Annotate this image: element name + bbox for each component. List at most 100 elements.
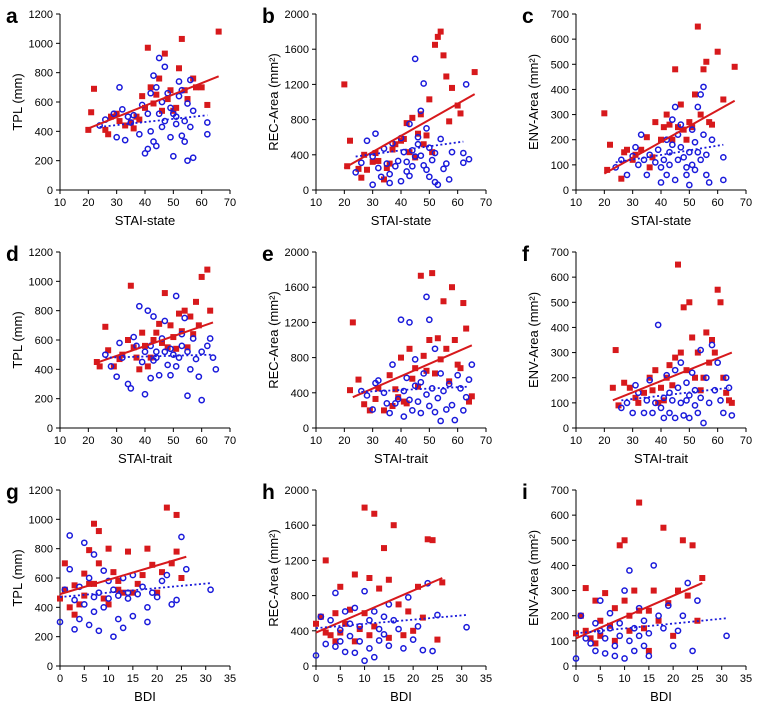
data-point-circle xyxy=(167,133,174,141)
data-point-square xyxy=(142,104,148,111)
data-point-square xyxy=(102,323,109,330)
data-point-square xyxy=(332,610,339,617)
data-point-circle xyxy=(629,409,637,417)
data-point-circle xyxy=(408,147,416,154)
data-point-circle xyxy=(643,396,651,404)
data-point-circle xyxy=(400,413,408,420)
x-tick-label: 50 xyxy=(683,197,695,209)
data-point-circle xyxy=(674,156,682,164)
y-axis-label: ENV-Area (mm²) xyxy=(526,54,541,150)
x-tick-label: 25 xyxy=(691,673,703,685)
data-point-circle xyxy=(700,419,707,427)
data-point-circle xyxy=(341,608,349,615)
data-point-circle xyxy=(135,302,143,310)
y-tick-label: 1200 xyxy=(29,9,53,21)
y-tick-label: 100 xyxy=(551,160,569,172)
data-point-square xyxy=(153,91,160,98)
data-point-circle xyxy=(184,392,191,400)
x-axis-label: BDI xyxy=(134,689,156,704)
data-point-circle xyxy=(352,169,360,176)
data-point-circle xyxy=(167,104,174,112)
data-point-circle xyxy=(660,394,668,402)
data-point-square xyxy=(349,319,356,326)
data-point-square xyxy=(587,635,594,642)
x-tick-label: 30 xyxy=(111,435,123,447)
data-point-square xyxy=(641,389,647,396)
data-point-square xyxy=(592,597,599,604)
data-point-circle xyxy=(400,645,407,652)
data-point-square xyxy=(139,329,146,336)
data-point-circle xyxy=(420,370,428,377)
data-point-square xyxy=(403,400,410,407)
x-tick-label: 60 xyxy=(712,197,724,209)
x-tick-label: 60 xyxy=(452,197,464,209)
blue-fit-line xyxy=(615,143,724,164)
data-point-circle xyxy=(596,597,604,604)
x-tick-label: 30 xyxy=(111,197,123,209)
data-point-circle xyxy=(406,396,413,404)
data-point-circle xyxy=(694,103,702,111)
data-point-circle xyxy=(175,92,183,100)
data-point-square xyxy=(161,290,168,297)
x-tick-label: 40 xyxy=(655,435,667,447)
data-point-circle xyxy=(626,567,633,574)
data-point-circle xyxy=(705,399,713,407)
data-point-circle xyxy=(127,385,135,392)
data-point-circle xyxy=(150,72,157,79)
x-tick-label: 20 xyxy=(667,673,679,685)
data-point-circle xyxy=(660,156,668,164)
data-point-circle xyxy=(728,412,736,419)
blue-fit-line xyxy=(355,140,464,158)
data-point-square xyxy=(386,372,393,379)
data-point-circle xyxy=(697,156,705,164)
data-point-circle xyxy=(425,316,433,324)
x-tick-label: 50 xyxy=(167,197,179,209)
data-point-circle xyxy=(719,176,727,184)
data-point-square xyxy=(116,118,123,125)
x-tick-label: 20 xyxy=(598,435,610,447)
data-point-circle xyxy=(702,374,710,382)
data-point-square xyxy=(412,365,419,372)
data-point-circle xyxy=(646,151,654,159)
y-axis-label: REC-Area (mm²) xyxy=(266,53,281,151)
x-tick-label: 10 xyxy=(54,435,66,447)
y-tick-label: 400 xyxy=(35,364,53,376)
data-point-square xyxy=(449,284,455,291)
data-point-circle xyxy=(357,159,365,167)
data-point-circle xyxy=(90,551,98,558)
data-point-circle xyxy=(356,638,364,645)
data-point-circle xyxy=(691,402,699,409)
data-point-square xyxy=(395,394,402,401)
data-point-circle xyxy=(124,113,132,121)
y-tick-label: 200 xyxy=(35,632,53,644)
data-point-square xyxy=(457,110,464,117)
x-tick-label: 40 xyxy=(139,435,151,447)
y-tick-label: 0 xyxy=(47,185,53,197)
data-point-square xyxy=(81,570,88,577)
data-point-square xyxy=(406,345,413,352)
data-point-square xyxy=(61,560,68,567)
data-point-square xyxy=(650,587,657,594)
data-point-circle xyxy=(403,168,411,175)
data-point-square xyxy=(609,384,616,391)
data-point-square xyxy=(389,146,396,153)
data-point-circle xyxy=(172,363,180,370)
data-point-square xyxy=(460,300,467,307)
data-point-circle xyxy=(445,380,453,388)
x-tick-label: 30 xyxy=(456,673,468,685)
data-point-square xyxy=(666,362,673,369)
data-point-circle xyxy=(380,630,388,638)
data-point-square xyxy=(717,299,724,306)
data-point-square xyxy=(669,136,676,143)
data-point-circle xyxy=(666,161,673,169)
y-tick-label: 0 xyxy=(563,423,569,435)
data-point-circle xyxy=(423,166,430,174)
data-point-circle xyxy=(666,409,673,417)
data-point-square xyxy=(621,597,628,604)
data-point-circle xyxy=(440,165,447,173)
x-tick-label: 10 xyxy=(618,673,630,685)
data-point-circle xyxy=(327,616,334,624)
data-point-square xyxy=(215,28,222,35)
data-point-circle xyxy=(457,385,464,392)
panel-label: h xyxy=(262,481,275,504)
